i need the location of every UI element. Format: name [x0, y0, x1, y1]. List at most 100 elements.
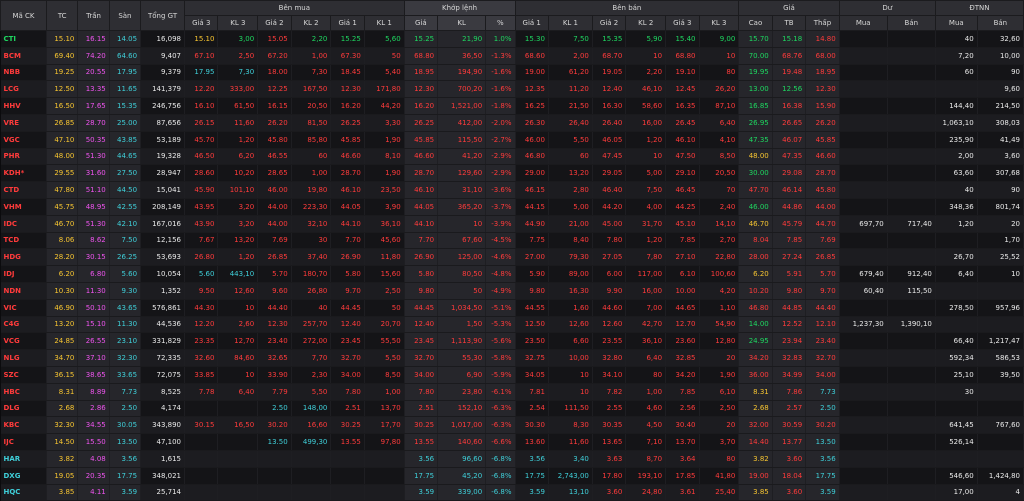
symbol-cell[interactable]: VCG: [0, 332, 48, 351]
ask-vol-1-header[interactable]: KL 1: [547, 15, 593, 31]
ask-price-3-header[interactable]: Giá 3: [665, 15, 700, 31]
symbol-cell[interactable]: SZC: [0, 366, 48, 384]
ask-price-2-header[interactable]: Giá 2: [591, 15, 627, 31]
ask-price-1-header[interactable]: Giá 1: [514, 15, 549, 31]
remain-sell-cell: [887, 433, 936, 451]
symbol-cell[interactable]: DXG: [0, 467, 48, 485]
symbol-cell[interactable]: VIC: [0, 299, 48, 317]
symbol-cell[interactable]: HAR: [0, 450, 48, 468]
stock-row[interactable]: HDG 28.20 30.15 26.25 53,693 26.80 1,20 26.85 37…: [0, 248, 1024, 267]
match-price-cell: 18.95: [404, 64, 439, 82]
ask-vol-2-header[interactable]: KL 2: [625, 15, 667, 31]
stock-row[interactable]: HQC 3.85 4.11 3.59 25,714 3.59 339,00 -6.8% 3.59…: [0, 484, 1024, 501]
low-price-header[interactable]: Thấp: [805, 15, 840, 31]
bid-price-1-cell: 26.90: [330, 248, 365, 267]
stock-row[interactable]: SZC 36.15 38.65 33.65 72,075 33.85 10 33.90 2,30…: [0, 366, 1024, 384]
col-symbol-header[interactable]: Mã CK: [0, 0, 48, 31]
stock-row[interactable]: KBC 32.30 34.55 30.05 343,890 30.15 16,50 30.20…: [0, 416, 1024, 435]
symbol-cell[interactable]: VRE: [0, 114, 48, 132]
bid-vol-1-header[interactable]: KL 1: [363, 15, 405, 31]
stock-row[interactable]: LCG 12.50 13.35 11.65 141,379 12.20 333,00 12.2…: [0, 80, 1024, 99]
symbol-cell[interactable]: KBC: [0, 416, 48, 435]
stock-row[interactable]: TCD 8.06 8.62 7.50 12,156 7.67 13,20 7.69 30 7.70…: [0, 232, 1024, 250]
foreign-buy-cell: [935, 316, 978, 334]
bid-price-2-cell: [257, 484, 292, 501]
symbol-cell[interactable]: HBC: [0, 383, 48, 401]
col-floor-header[interactable]: Sàn: [108, 0, 142, 31]
ask-vol-2-cell: 1,00: [625, 383, 667, 401]
ask-vol-3-header[interactable]: KL 3: [698, 15, 740, 31]
col-ref-header[interactable]: TC: [46, 0, 79, 31]
stock-row[interactable]: HBC 8.31 8.89 7.73 8,525 7.78 6,40 7.79 5,50 7.80…: [0, 383, 1024, 401]
symbol-cell[interactable]: HQC: [0, 484, 48, 501]
symbol-cell[interactable]: PHR: [0, 148, 48, 166]
stock-row[interactable]: DXG 19.05 20.35 17.75 348,021 17.75 45,20 -6.8%…: [0, 467, 1024, 485]
high-price-header[interactable]: Cao: [738, 15, 773, 31]
stock-row[interactable]: VCG 24.85 26.55 23.10 331,829 23.35 12,70 23.40…: [0, 332, 1024, 351]
stock-row[interactable]: BCM 69.40 74.20 64.60 9,407 67.10 2,50 67.20 1,0…: [0, 47, 1024, 65]
ask-vol-2-cell: 193,10: [625, 467, 667, 485]
floor-cell: 17.95: [109, 64, 142, 82]
symbol-cell[interactable]: IJC: [0, 433, 48, 451]
symbol-cell[interactable]: IDC: [0, 215, 48, 233]
col-total-volume-header[interactable]: Tổng GT: [140, 0, 186, 31]
stock-row[interactable]: NLG 34.70 37.10 32.30 72,335 32.60 84,60 32.65 7…: [0, 349, 1024, 367]
stock-row[interactable]: VHM 45.75 48.95 42.55 208,149 43.95 3,20 44.00 2…: [0, 198, 1024, 216]
col-ceil-header[interactable]: Trần: [77, 0, 110, 31]
symbol-cell[interactable]: DLG: [0, 400, 48, 418]
bid-price-2-cell: 12.30: [257, 316, 292, 334]
symbol-cell[interactable]: IDJ: [0, 265, 48, 283]
symbol-cell[interactable]: VGC: [0, 131, 48, 149]
total-volume-cell: 10,054: [140, 265, 186, 283]
avg-price-header[interactable]: TB: [771, 15, 807, 31]
stock-row[interactable]: VRE 26.85 28.70 25.00 87,656 26.15 11,60 26.20 8…: [0, 114, 1024, 132]
stock-row[interactable]: NBB 19.25 20.55 17.95 9,379 17.95 7,30 18.00 7,3…: [0, 64, 1024, 82]
stock-row[interactable]: HHV 16.50 17.65 15.35 246,756 16.10 61,50 16.15…: [0, 97, 1024, 115]
symbol-cell[interactable]: HDG: [0, 248, 48, 267]
symbol-cell[interactable]: NLG: [0, 349, 48, 367]
symbol-cell[interactable]: CTD: [0, 181, 48, 199]
high-price-cell: 28.00: [738, 248, 773, 267]
symbol-cell[interactable]: LCG: [0, 80, 48, 99]
bid-vol-3-header[interactable]: KL 3: [217, 15, 259, 31]
bid-vol-2-header[interactable]: KL 2: [290, 15, 332, 31]
bid-vol-1-cell: 55,50: [364, 332, 405, 351]
remain-sell-header[interactable]: Bán: [886, 15, 936, 31]
stock-row[interactable]: IJC 14.50 15.50 13.50 47,100 13.50 499,30 13.55…: [0, 433, 1024, 451]
stock-row[interactable]: NDN 10.30 11.30 9.30 1,352 9.50 12,60 9.60 26,80…: [0, 282, 1024, 300]
remain-buy-header[interactable]: Mua: [838, 15, 888, 31]
ask-vol-2-cell: 5,90: [625, 30, 667, 48]
stock-row[interactable]: VIC 46.90 50.10 43.65 576,861 44.30 10 44.40 40 4…: [0, 299, 1024, 317]
remain-buy-cell: [839, 30, 888, 48]
symbol-cell[interactable]: HHV: [0, 97, 48, 115]
symbol-cell[interactable]: NBB: [0, 64, 48, 82]
match-vol-header[interactable]: KL: [437, 15, 487, 31]
match-price-header[interactable]: Giá: [403, 15, 439, 31]
stock-row[interactable]: HAR 3.82 4.08 3.56 1,615 3.56 96,60 -6.8% 3.56 3,…: [0, 450, 1024, 468]
bid-price-2-header[interactable]: Giá 2: [257, 15, 292, 31]
stock-row[interactable]: C4G 13.20 15.10 11.30 44,536 12.20 2,60 12.30 25…: [0, 316, 1024, 334]
foreign-buy-cell: 60: [935, 64, 978, 82]
symbol-cell[interactable]: TCD: [0, 232, 48, 250]
symbol-cell[interactable]: KDH*: [0, 164, 48, 183]
stock-row[interactable]: IDC 46.70 51.30 42.10 167,016 43.90 3,20 44.00 3…: [0, 215, 1024, 233]
stock-row[interactable]: CTD 47.80 51.10 44.50 15,041 45.90 101,10 46.00…: [0, 181, 1024, 199]
stock-row[interactable]: PHR 48.00 51.30 44.65 19,328 46.50 6,20 46.55 60…: [0, 148, 1024, 166]
total-volume-cell: 348,021: [140, 467, 186, 485]
bid-vol-2-cell: 7,30: [291, 64, 332, 82]
bid-price-3-header[interactable]: Giá 3: [184, 15, 219, 31]
symbol-cell[interactable]: BCM: [0, 47, 48, 65]
bid-price-1-header[interactable]: Giá 1: [330, 15, 365, 31]
stock-row[interactable]: CTI 15.10 16.15 14.05 16,098 15.10 3,00 15.05 2,…: [0, 30, 1024, 48]
stock-row[interactable]: DLG 2.68 2.86 2.50 4,174 2.50 148,00 2.51 13,70 2…: [0, 400, 1024, 418]
stock-row[interactable]: KDH* 29.55 31.60 27.50 28,947 28.60 10,20 28.65…: [0, 164, 1024, 183]
stock-row[interactable]: VGC 47.10 50.35 43.85 53,189 45.70 1,20 45.80 85…: [0, 131, 1024, 149]
foreign-buy-header[interactable]: Mua: [934, 15, 978, 31]
stock-row[interactable]: IDJ 6.20 6.80 5.60 10,054 5.60 443,10 5.70 180,7…: [0, 265, 1024, 283]
match-percent-header[interactable]: %: [485, 15, 516, 31]
symbol-cell[interactable]: CTI: [0, 30, 48, 48]
symbol-cell[interactable]: VHM: [0, 198, 48, 216]
symbol-cell[interactable]: NDN: [0, 282, 48, 300]
symbol-cell[interactable]: C4G: [0, 316, 48, 334]
foreign-sell-header[interactable]: Bán: [976, 15, 1024, 31]
